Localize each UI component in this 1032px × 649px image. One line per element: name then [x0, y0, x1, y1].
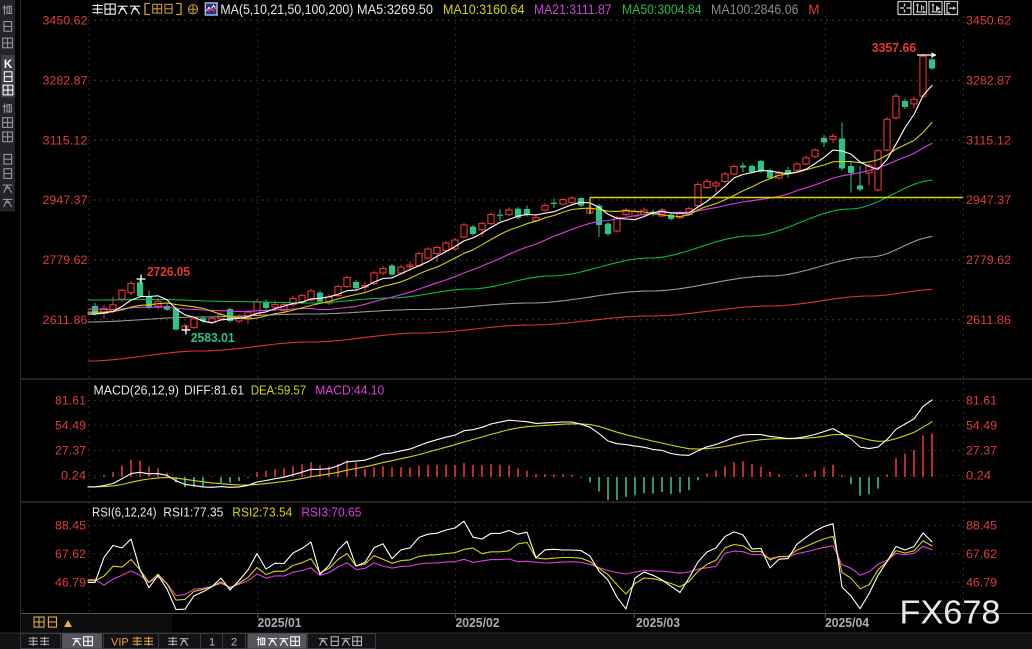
svg-text:2726.05: 2726.05	[147, 265, 190, 279]
svg-text:46.79: 46.79	[966, 576, 997, 590]
svg-text:88.45: 88.45	[966, 519, 997, 533]
svg-text:MA10:3160.64: MA10:3160.64	[443, 2, 525, 17]
svg-text:DIFF:81.61: DIFF:81.61	[184, 383, 244, 398]
svg-text:81.61: 81.61	[966, 394, 997, 408]
svg-text:2779.62: 2779.62	[43, 253, 88, 267]
svg-text:0.24: 0.24	[966, 469, 991, 483]
svg-text:81.61: 81.61	[55, 394, 86, 408]
svg-text:2: 2	[231, 637, 237, 649]
svg-text:2611.86: 2611.86	[966, 313, 1011, 327]
svg-text:2583.01: 2583.01	[191, 331, 235, 345]
svg-text:2025/03: 2025/03	[636, 616, 680, 630]
svg-text:MACD(26,12,9): MACD(26,12,9)	[94, 383, 180, 398]
svg-text:RSI1:77.35: RSI1:77.35	[163, 505, 223, 520]
svg-text:3115.12: 3115.12	[43, 133, 88, 147]
svg-text:MA(5,10,21,50,100,200): MA(5,10,21,50,100,200)	[220, 2, 353, 17]
svg-text:54.49: 54.49	[966, 419, 997, 433]
svg-text:1: 1	[209, 637, 215, 649]
svg-text:67.62: 67.62	[966, 547, 997, 561]
svg-text:3357.66: 3357.66	[872, 41, 917, 55]
svg-text:RSI(6,12,24): RSI(6,12,24)	[92, 505, 157, 520]
svg-text:88.45: 88.45	[55, 519, 86, 533]
svg-text:3450.62: 3450.62	[43, 14, 88, 28]
svg-text:27.37: 27.37	[55, 444, 86, 458]
svg-text:VIP: VIP	[111, 637, 129, 649]
svg-text:2611.86: 2611.86	[43, 313, 88, 327]
svg-text:27.37: 27.37	[966, 444, 997, 458]
svg-text:MA21:3111.87: MA21:3111.87	[534, 2, 612, 17]
svg-text:RSI2:73.54: RSI2:73.54	[232, 505, 292, 520]
svg-text:2947.37: 2947.37	[43, 193, 88, 207]
svg-text:2779.62: 2779.62	[966, 253, 1011, 267]
svg-text:0.24: 0.24	[61, 469, 86, 483]
svg-text:FX678: FX678	[900, 594, 1001, 631]
svg-text:2025/02: 2025/02	[456, 616, 500, 630]
svg-text:3450.62: 3450.62	[966, 14, 1011, 28]
svg-text:MACD:44.10: MACD:44.10	[315, 383, 384, 398]
svg-text:M: M	[808, 2, 819, 17]
svg-text:3282.87: 3282.87	[966, 73, 1011, 87]
svg-text:MA100:2846.06: MA100:2846.06	[711, 2, 799, 17]
svg-text:RSI3:70.65: RSI3:70.65	[301, 505, 361, 520]
svg-text:2947.37: 2947.37	[966, 193, 1011, 207]
svg-text:2025/01: 2025/01	[258, 616, 302, 630]
svg-text:MA5:3269.50: MA5:3269.50	[357, 2, 433, 17]
svg-text:K: K	[4, 59, 13, 71]
svg-text:3282.87: 3282.87	[43, 73, 88, 87]
svg-text:67.62: 67.62	[55, 547, 86, 561]
svg-text:54.49: 54.49	[55, 419, 86, 433]
svg-text:DEA:59.57: DEA:59.57	[251, 383, 307, 398]
svg-text:46.79: 46.79	[55, 576, 86, 590]
svg-text:3115.12: 3115.12	[966, 133, 1011, 147]
svg-text:MA50:3004.84: MA50:3004.84	[622, 2, 702, 17]
svg-text:2025/04: 2025/04	[825, 616, 869, 630]
